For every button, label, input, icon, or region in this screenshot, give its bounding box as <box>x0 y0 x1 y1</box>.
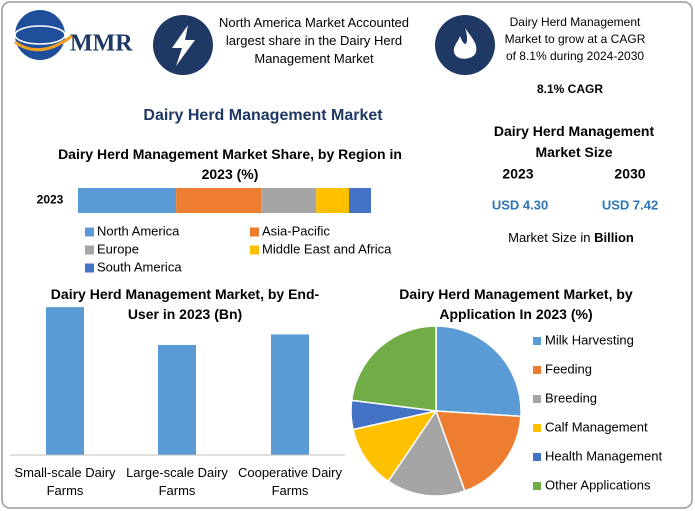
cagr: 8.1% CAGR <box>537 82 603 96</box>
bar-segment <box>176 188 262 213</box>
bar-segment <box>78 188 177 213</box>
legend-label: Breeding <box>545 390 597 405</box>
bar-segment <box>349 188 371 213</box>
logo-globe <box>15 10 65 60</box>
chart-title: Dairy Herd Management Market Share, by R… <box>58 146 402 182</box>
legend-label: North America <box>97 223 180 238</box>
legend-label: Health Management <box>545 448 662 463</box>
market-value: USD 7.42 <box>602 197 658 212</box>
pie-slice <box>352 409 438 483</box>
banner-right: Dairy Herd Management Market to grow at … <box>504 15 646 63</box>
legend-swatch <box>533 366 541 374</box>
bar <box>271 334 309 455</box>
legend-label: Europe <box>97 241 139 256</box>
legend-swatch <box>85 245 94 255</box>
main-title: Dairy Herd Management Market <box>143 107 383 124</box>
pie-slice <box>350 325 437 412</box>
x-tick-label: Large-scale Dairy Farms <box>126 465 228 498</box>
chart-title: Dairy Herd Management Market, by End-Use… <box>50 286 320 322</box>
x-tick-label: Cooperative Dairy Farms <box>237 465 343 498</box>
legend-label: Asia-Pacific <box>262 223 330 238</box>
pie-slice <box>435 325 522 418</box>
category-label: 2023 <box>37 193 64 207</box>
market-note: Market Size in Billion <box>508 230 634 245</box>
legend-label: Middle East and Africa <box>262 241 392 256</box>
x-tick-label: Small-scale Dairy Farms <box>14 465 116 498</box>
legend-swatch <box>533 395 541 403</box>
lightning-icon <box>172 25 195 66</box>
legend-swatch <box>85 263 94 273</box>
bar-segment <box>316 188 350 213</box>
bar <box>46 307 84 455</box>
year: 2023 <box>502 166 533 182</box>
pie-slice <box>434 410 522 492</box>
legend-label: Other Applications <box>545 477 651 492</box>
legend-swatch <box>85 227 94 237</box>
year: 2030 <box>614 166 645 182</box>
chart-title: Dairy Herd Management Market, by Applica… <box>399 286 633 322</box>
legend-swatch <box>250 245 259 255</box>
logo-swoosh <box>14 34 73 52</box>
legend-label: South America <box>97 259 182 274</box>
note-unit: Billion <box>594 230 634 245</box>
bar-segment <box>261 188 317 213</box>
market-value: USD 4.30 <box>492 197 548 212</box>
legend-label: Calf Management <box>545 419 648 434</box>
pie-slice <box>387 409 466 497</box>
legend-swatch <box>250 227 259 237</box>
flame-icon <box>453 28 477 59</box>
legend-label: Milk Harvesting <box>545 332 634 347</box>
legend-swatch <box>533 337 541 345</box>
market-size-title: Dairy Herd Management Market Size <box>493 123 655 160</box>
logo-text: MMR <box>70 31 133 57</box>
bar <box>158 345 196 455</box>
legend-label: Feeding <box>545 361 592 376</box>
logo-globe-line <box>14 25 66 45</box>
legend-swatch <box>533 482 541 490</box>
legend-swatch <box>533 424 541 432</box>
legend-swatch <box>533 453 541 461</box>
note-text: Market Size in <box>508 230 590 245</box>
banner-left: North America Market Accounted largest s… <box>218 15 410 66</box>
